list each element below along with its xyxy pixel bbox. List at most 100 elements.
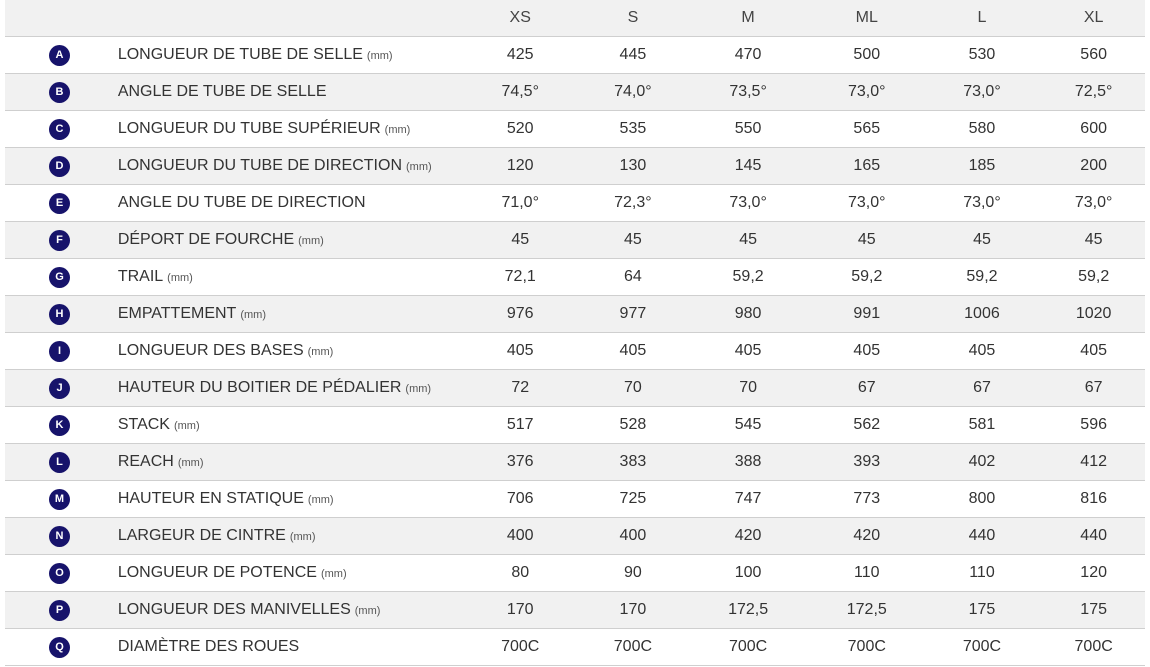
size-header-s: S	[627, 9, 639, 26]
value-cell-l: 67	[973, 379, 991, 396]
letter-badge: K	[49, 414, 70, 436]
measurement-unit: (mm)	[307, 346, 334, 358]
value-cell-m: 405	[734, 342, 762, 359]
row-letter-cell: J	[5, 377, 118, 399]
value-cell-xl: 200	[1080, 157, 1107, 174]
table-body: A LONGUEUR DE TUBE DE SELLE (mm) 425 445 470 5…	[5, 37, 1145, 666]
value-cell-s: 170	[619, 601, 647, 618]
value-cell-xl: 72,5°	[1074, 83, 1113, 100]
row-letter-cell: A	[5, 44, 118, 66]
value-cell-ml: 110	[854, 564, 880, 581]
value-cell-xs: 72,1	[504, 268, 536, 285]
measurement-label: LONGUEUR DU TUBE SUPÉRIEUR	[117, 120, 381, 137]
row-label-cell: DÉPORT DE FOURCHE (mm)	[118, 231, 459, 249]
letter-badge: D	[49, 155, 70, 177]
value-cell-xs: 706	[506, 490, 534, 507]
row-letter-cell: P	[5, 599, 118, 621]
letter-badge: A	[49, 44, 70, 66]
value-cell-l: 185	[968, 157, 996, 174]
value-cell-xs: 45	[511, 231, 530, 248]
table-row: O LONGUEUR DE POTENCE (mm) 80 90 100 110 110 120	[5, 555, 1145, 592]
value-cell-xl: 175	[1080, 601, 1107, 618]
measurement-unit: (mm)	[384, 124, 411, 136]
letter-badge: P	[49, 599, 70, 621]
value-cell-m: 980	[734, 305, 762, 322]
value-cell-ml: 73,0°	[848, 194, 886, 211]
row-letter-cell: E	[5, 192, 118, 214]
value-cell-ml: 773	[853, 490, 881, 507]
table-row: A LONGUEUR DE TUBE DE SELLE (mm) 425 445 470 5…	[5, 37, 1145, 74]
value-cell-ml: 562	[853, 416, 881, 433]
measurement-label: ANGLE DE TUBE DE SELLE	[117, 83, 327, 100]
size-header-l: L	[977, 9, 987, 26]
letter-badge: N	[49, 525, 70, 547]
letter-badge: F	[49, 229, 70, 251]
value-cell-m: 70	[739, 379, 757, 396]
row-letter-cell: O	[5, 562, 118, 584]
letter-badge: Q	[49, 636, 70, 658]
value-cell-m: 73,5°	[729, 83, 767, 100]
row-letter-cell: Q	[5, 636, 118, 658]
size-header-m: M	[741, 9, 755, 26]
row-label-cell: LONGUEUR DE TUBE DE SELLE (mm)	[118, 46, 459, 64]
table-row: F DÉPORT DE FOURCHE (mm) 45 45 45 45 45 45	[5, 222, 1145, 259]
value-cell-l: 402	[968, 453, 996, 470]
value-cell-m: 45	[739, 231, 757, 248]
value-cell-xl: 412	[1080, 453, 1107, 470]
value-cell-ml: 700C	[847, 638, 886, 655]
row-label-cell: LONGUEUR DES MANIVELLES (mm)	[118, 601, 459, 619]
geometry-table: XS S M ML L XL A LONGUEUR DE TUBE DE SELL…	[5, 0, 1145, 666]
measurement-label: DÉPORT DE FOURCHE	[117, 231, 295, 248]
value-cell-m: 747	[734, 490, 762, 507]
value-cell-xs: 425	[506, 46, 534, 63]
value-cell-s: 700C	[613, 638, 653, 655]
row-label-cell: ANGLE DE TUBE DE SELLE	[118, 83, 459, 101]
size-header-ml: ML	[855, 9, 878, 26]
value-cell-xs: 72	[511, 379, 530, 396]
value-cell-ml: 405	[853, 342, 881, 359]
measurement-unit: (mm)	[406, 161, 432, 173]
letter-badge: J	[49, 377, 70, 399]
row-label-cell: REACH (mm)	[118, 453, 459, 471]
value-cell-xl: 45	[1084, 231, 1103, 248]
letter-badge: B	[49, 81, 70, 103]
value-cell-ml: 165	[853, 157, 881, 174]
measurement-unit: (mm)	[298, 235, 324, 247]
table-row: E ANGLE DU TUBE DE DIRECTION 71,0° 72,3° 73,…	[5, 185, 1145, 222]
value-cell-xs: 517	[506, 416, 534, 433]
value-cell-s: 725	[619, 490, 647, 507]
table-row: Q DIAMÈTRE DES ROUES 700C 700C 700C 700C 700C 7…	[5, 629, 1145, 666]
value-cell-s: 130	[619, 157, 647, 174]
measurement-label: LONGUEUR DU TUBE DE DIRECTION	[117, 157, 402, 174]
value-cell-xl: 405	[1080, 342, 1107, 359]
value-cell-l: 73,0°	[963, 83, 1001, 100]
value-cell-xl: 700C	[1074, 638, 1113, 655]
value-cell-s: 64	[624, 268, 642, 285]
value-cell-s: 74,0°	[614, 83, 652, 100]
value-cell-ml: 73,0°	[848, 83, 886, 100]
letter-badge: O	[49, 562, 70, 584]
row-label-cell: LONGUEUR DU TUBE DE DIRECTION (mm)	[118, 157, 459, 175]
table-row: D LONGUEUR DU TUBE DE DIRECTION (mm) 120 130…	[5, 148, 1145, 185]
value-cell-xs: 170	[506, 601, 534, 618]
measurement-unit: (mm)	[320, 568, 347, 580]
value-cell-s: 72,3°	[614, 194, 652, 211]
measurement-label: LARGEUR DE CINTRE	[117, 527, 286, 544]
value-cell-xs: 405	[506, 342, 534, 359]
table-row: G TRAIL (mm) 72,1 64 59,2 59,2 59,2 59,2	[5, 259, 1145, 296]
row-letter-cell: G	[5, 266, 118, 288]
table-row: N LARGEUR DE CINTRE (mm) 400 400 420 420 440 440	[5, 518, 1145, 555]
measurement-label: HAUTEUR EN STATIQUE	[117, 490, 304, 507]
row-label-cell: LONGUEUR DE POTENCE (mm)	[118, 564, 459, 582]
row-label-cell: HAUTEUR DU BOITIER DE PÉDALIER (mm)	[118, 379, 459, 397]
value-cell-m: 420	[734, 527, 762, 544]
value-cell-xl: 1020	[1075, 305, 1112, 322]
measurement-label: LONGUEUR DE TUBE DE SELLE	[117, 46, 363, 63]
value-cell-s: 528	[619, 416, 647, 433]
measurement-label: TRAIL	[117, 268, 164, 285]
table-row: J HAUTEUR DU BOITIER DE PÉDALIER (mm) 72 70 7…	[5, 370, 1145, 407]
value-cell-l: 110	[969, 564, 995, 581]
measurement-label: LONGUEUR DES MANIVELLES	[117, 601, 351, 618]
value-cell-s: 445	[619, 46, 647, 63]
letter-badge: C	[49, 118, 70, 140]
